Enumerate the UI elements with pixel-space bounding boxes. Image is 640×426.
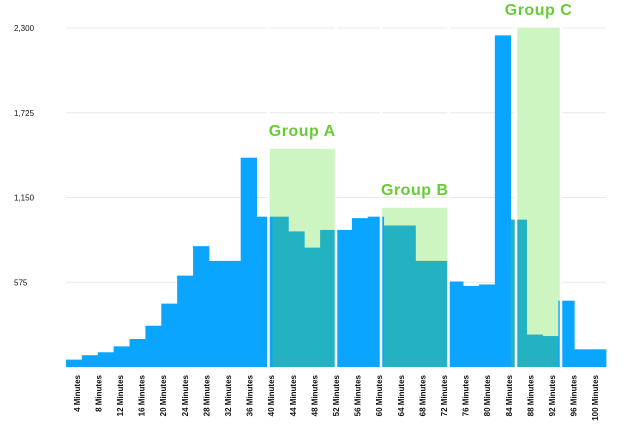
bar	[431, 260, 448, 367]
bar	[558, 300, 575, 367]
x-tick-label: 40 Minutes	[267, 374, 276, 416]
bar	[478, 284, 496, 367]
bar	[304, 247, 321, 367]
bar	[510, 219, 527, 367]
bar	[399, 225, 416, 367]
bar	[590, 349, 607, 367]
bar	[129, 338, 146, 367]
y-tick-label: 1,150	[14, 194, 35, 203]
y-axis: 575 1,150 1,725 2,300	[14, 24, 35, 287]
bar	[256, 216, 273, 367]
x-tick-label: 44 Minutes	[289, 374, 298, 416]
x-tick-label: 8 Minutes	[94, 374, 103, 411]
bar	[177, 275, 194, 367]
x-tick-label: 4 Minutes	[73, 374, 82, 411]
x-tick-label: 88 Minutes	[526, 374, 535, 416]
x-tick-label: 76 Minutes	[462, 374, 471, 416]
x-tick-label: 84 Minutes	[505, 374, 514, 416]
x-tick-label: 28 Minutes	[202, 374, 211, 416]
y-tick-label: 575	[14, 278, 28, 287]
y-tick-label: 2,300	[14, 24, 35, 33]
x-tick-label: 56 Minutes	[354, 374, 363, 416]
x-tick-label: 80 Minutes	[483, 374, 492, 416]
x-tick-label: 72 Minutes	[440, 374, 449, 416]
bar	[574, 349, 591, 367]
x-tick-label: 52 Minutes	[332, 374, 341, 416]
bar-layer	[66, 18, 607, 367]
group-label: Group C	[505, 2, 573, 19]
bar	[494, 35, 512, 367]
x-tick-label: 92 Minutes	[548, 374, 557, 416]
bar	[66, 359, 83, 367]
x-axis: 4 Minutes 8 Minutes 12 Minutes 16 Minutes 20…	[73, 374, 600, 420]
bar	[288, 231, 305, 367]
bar	[383, 225, 400, 367]
x-tick-label: 100 Minutes	[591, 374, 600, 420]
group-label: Group B	[381, 182, 449, 199]
x-tick-label: 68 Minutes	[418, 374, 427, 416]
x-tick-label: 64 Minutes	[397, 374, 406, 416]
bar	[351, 218, 369, 367]
x-tick-label: 48 Minutes	[310, 374, 319, 416]
bar	[463, 285, 480, 367]
bar	[208, 260, 226, 367]
x-tick-label: 24 Minutes	[181, 374, 190, 416]
bar	[526, 334, 543, 367]
bar	[81, 355, 99, 367]
bar	[193, 246, 210, 367]
bar	[240, 157, 257, 367]
bar	[447, 281, 464, 367]
bar	[415, 260, 432, 367]
x-tick-label: 12 Minutes	[116, 374, 125, 416]
group-label-layer: Group A Group B Group C	[269, 2, 572, 199]
x-tick-label: 96 Minutes	[570, 374, 579, 416]
bar	[320, 229, 337, 367]
bar	[113, 346, 130, 367]
x-tick-label: 36 Minutes	[246, 374, 255, 416]
bar	[542, 336, 559, 367]
y-tick-label: 1,725	[14, 109, 35, 118]
bar	[224, 260, 242, 367]
bar	[272, 216, 289, 367]
bar	[161, 303, 178, 367]
x-tick-label: 32 Minutes	[224, 374, 233, 416]
group-label: Group A	[269, 123, 336, 140]
x-tick-label: 16 Minutes	[138, 374, 147, 416]
x-tick-label: 60 Minutes	[375, 374, 384, 416]
bar	[145, 325, 162, 367]
x-tick-label: 20 Minutes	[159, 374, 168, 416]
bar	[97, 352, 115, 367]
bar	[336, 229, 353, 367]
